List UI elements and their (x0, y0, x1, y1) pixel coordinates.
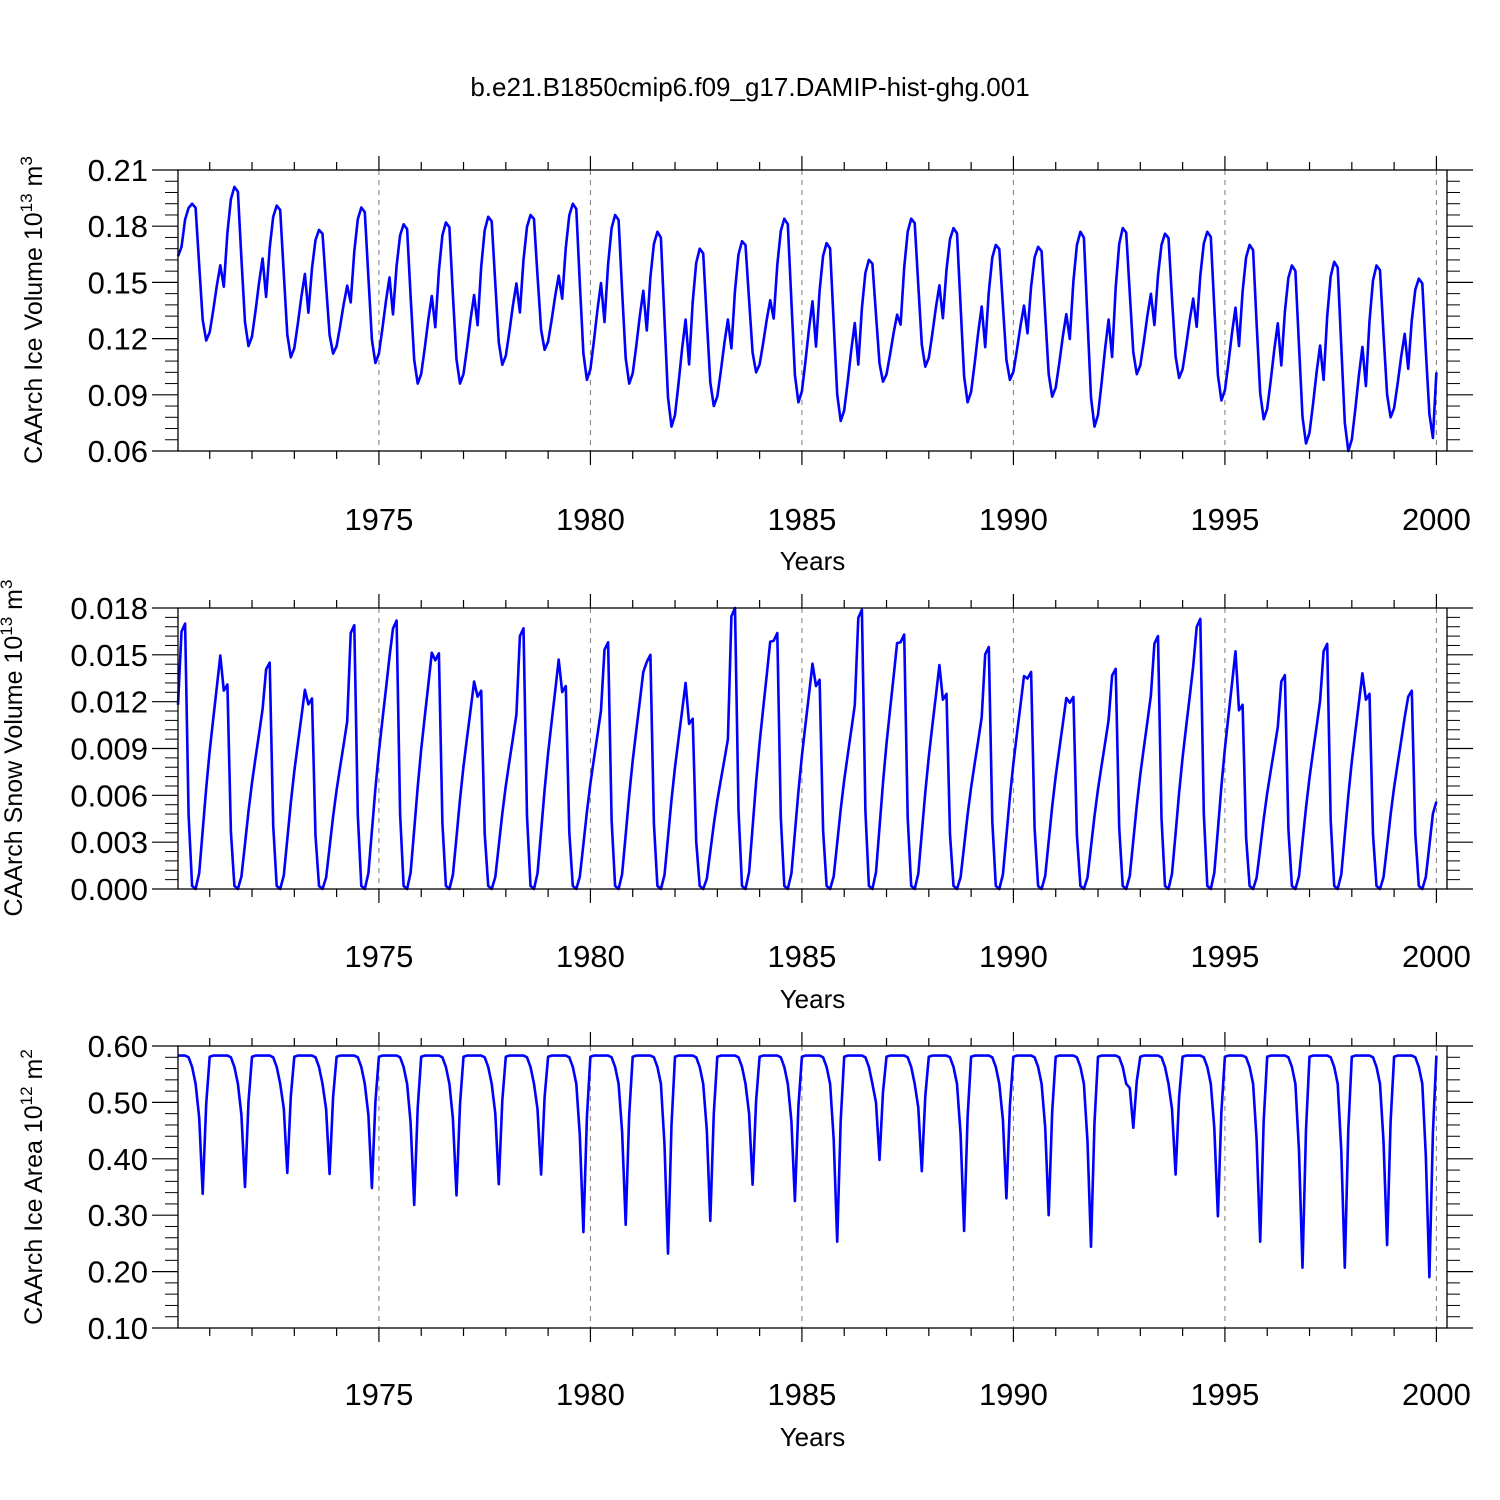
snow-volume-y-tick-label: 0.015 (70, 638, 148, 673)
snow-volume-panel: 1975 1980 1985 1990 1995 2000 0.000 0.003 0.006 0… (0, 580, 1473, 1014)
snow-volume-y-tick-label: 0.018 (70, 591, 148, 626)
snow-volume-x-tick-label: 1985 (767, 939, 836, 974)
ice-area-x-tick-label: 1975 (344, 1377, 413, 1412)
snow-volume-x-axis-label: Years (780, 984, 846, 1014)
ice-area-line (178, 1054, 1438, 1279)
ice-area-y-tick-label: 0.50 (88, 1085, 148, 1120)
ice-volume-x-tick-label: 1975 (344, 502, 413, 537)
ice-volume-plot-frame (177, 169, 1448, 452)
figure-title: b.e21.B1850cmip6.f09_g17.DAMIP-hist-ghg.… (470, 72, 1029, 102)
ice-area-x-tick-label: 1995 (1190, 1377, 1259, 1412)
snow-volume-x-tick-label: 1995 (1190, 939, 1259, 974)
ice-volume-x-tick-label: 1980 (556, 502, 625, 537)
ice-volume-x-tick-label: 1995 (1190, 502, 1259, 537)
ice-area-y-tick-label: 0.60 (88, 1029, 148, 1064)
ice-volume-x-axis-label: Years (780, 546, 846, 576)
snow-volume-x-tick-label: 2000 (1402, 939, 1471, 974)
snow-volume-y-tick-label: 0.003 (70, 825, 148, 860)
snow-volume-x-tick-label: 1980 (556, 939, 625, 974)
ice-area-y-tick-label: 0.30 (88, 1198, 148, 1233)
ice-volume-x-tick-label: 1985 (767, 502, 836, 537)
ice-volume-y-tick-label: 0.21 (88, 153, 148, 188)
ice-area-x-tick-label: 2000 (1402, 1377, 1471, 1412)
ice-volume-y-tick-label: 0.18 (88, 209, 148, 244)
snow-volume-y-tick-label: 0.000 (70, 872, 148, 907)
snow-volume-plot-frame (177, 607, 1448, 890)
ice-volume-y-tick-label: 0.15 (88, 265, 148, 300)
ice-volume-panel: 1975 1980 1985 1990 1995 2000 0.06 0.09 0.12 0.15… (17, 153, 1473, 576)
ice-area-x-tick-label: 1980 (556, 1377, 625, 1412)
snow-volume-y-tick-label: 0.009 (70, 732, 148, 767)
ice-volume-x-tick-label: 2000 (1402, 502, 1471, 537)
snow-volume-x-tick-label: 1990 (979, 939, 1048, 974)
ice-volume-y-tick-label: 0.09 (88, 378, 148, 413)
snow-volume-y-tick-label: 0.006 (70, 778, 148, 813)
snow-volume-y-tick-label: 0.012 (70, 685, 148, 720)
ice-volume-line (176, 185, 1438, 453)
ice-area-y-tick-label: 0.10 (88, 1311, 148, 1346)
snow-volume-x-tick-label: 1975 (344, 939, 413, 974)
ice-volume-y-tick-label: 0.12 (88, 322, 148, 357)
ice-area-x-tick-label: 1990 (979, 1377, 1048, 1412)
snow-volume-line (176, 606, 1438, 891)
ice-area-y-tick-label: 0.20 (88, 1255, 148, 1290)
ice-volume-x-tick-label: 1990 (979, 502, 1048, 537)
snow-volume-y-axis-label: CAArch Snow Volume 1013 m3 (0, 580, 28, 917)
ice-volume-y-tick-label: 0.06 (88, 434, 148, 469)
ice-area-x-axis-label: Years (780, 1422, 846, 1452)
ice-area-panel: 1975 1980 1985 1990 1995 2000 0.10 0.20 0.30 0.40… (17, 1029, 1473, 1452)
ice-area-plot-frame (177, 1045, 1448, 1329)
ice-area-y-tick-label: 0.40 (88, 1142, 148, 1177)
ice-volume-y-axis-label: CAArch Ice Volume 1013 m3 (17, 156, 48, 464)
ice-area-y-axis-label: CAArch Ice Area 1012 m2 (17, 1049, 48, 1325)
ice-area-x-tick-label: 1985 (767, 1377, 836, 1412)
